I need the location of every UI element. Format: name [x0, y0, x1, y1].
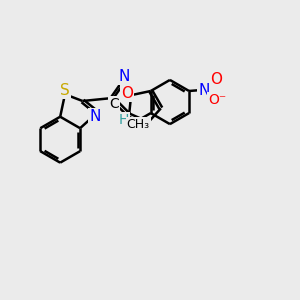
- Text: N: N: [118, 69, 130, 84]
- Text: C: C: [109, 97, 119, 111]
- Text: N: N: [198, 82, 209, 98]
- Text: O⁻: O⁻: [208, 93, 226, 107]
- Text: O: O: [121, 86, 133, 101]
- Text: H: H: [118, 113, 129, 128]
- Text: S: S: [60, 83, 70, 98]
- Text: O: O: [210, 72, 222, 87]
- Text: N: N: [89, 109, 100, 124]
- Text: CH₃: CH₃: [127, 118, 150, 131]
